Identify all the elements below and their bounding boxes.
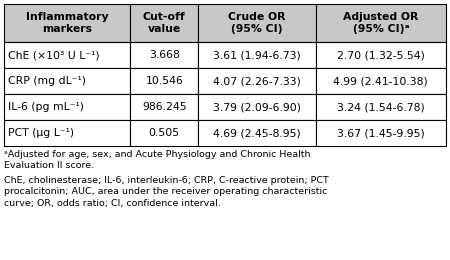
Text: Inflammatory
markers: Inflammatory markers <box>26 12 108 34</box>
Bar <box>315 94 446 120</box>
Text: 0.505: 0.505 <box>148 128 180 138</box>
Bar <box>198 68 315 94</box>
Bar <box>315 68 446 94</box>
Text: 2.70 (1.32-5.54): 2.70 (1.32-5.54) <box>337 50 425 60</box>
Text: 4.69 (2.45-8.95): 4.69 (2.45-8.95) <box>213 128 301 138</box>
Text: CRP (mg dL⁻¹): CRP (mg dL⁻¹) <box>8 76 86 86</box>
Text: IL-6 (pg mL⁻¹): IL-6 (pg mL⁻¹) <box>8 102 84 112</box>
Bar <box>4 68 130 94</box>
Text: 3.668: 3.668 <box>149 50 180 60</box>
Text: PCT (μg L⁻¹): PCT (μg L⁻¹) <box>8 128 74 138</box>
Text: 3.61 (1.94-6.73): 3.61 (1.94-6.73) <box>213 50 301 60</box>
Text: ChE (×10³ U L⁻¹): ChE (×10³ U L⁻¹) <box>8 50 99 60</box>
Text: ᵃAdjusted for age, sex, and Acute Physiology and Chronic Health
Evaluation II sc: ᵃAdjusted for age, sex, and Acute Physio… <box>4 150 310 171</box>
Bar <box>130 42 198 68</box>
Bar <box>4 94 130 120</box>
Bar <box>315 42 446 68</box>
Bar <box>315 4 446 42</box>
Bar <box>198 120 315 146</box>
Bar <box>130 68 198 94</box>
Text: ChE, cholinesterase; IL-6, interleukin-6; CRP, C-reactive protein; PCT
procalcit: ChE, cholinesterase; IL-6, interleukin-6… <box>4 176 329 208</box>
Bar <box>130 4 198 42</box>
Text: Cut-off
value: Cut-off value <box>143 12 185 34</box>
Bar <box>315 120 446 146</box>
Text: 3.24 (1.54-6.78): 3.24 (1.54-6.78) <box>337 102 425 112</box>
Text: 4.07 (2.26-7.33): 4.07 (2.26-7.33) <box>213 76 301 86</box>
Text: 3.79 (2.09-6.90): 3.79 (2.09-6.90) <box>213 102 301 112</box>
Text: Crude OR
(95% CI): Crude OR (95% CI) <box>228 12 286 34</box>
Text: 986.245: 986.245 <box>142 102 187 112</box>
Text: 10.546: 10.546 <box>145 76 183 86</box>
Bar <box>198 4 315 42</box>
Text: 4.99 (2.41-10.38): 4.99 (2.41-10.38) <box>333 76 428 86</box>
Bar <box>198 42 315 68</box>
Bar <box>130 94 198 120</box>
Bar <box>130 120 198 146</box>
Bar <box>198 94 315 120</box>
Bar <box>4 4 130 42</box>
Text: Adjusted OR
(95% CI)ᵃ: Adjusted OR (95% CI)ᵃ <box>343 12 418 34</box>
Text: 3.67 (1.45-9.95): 3.67 (1.45-9.95) <box>337 128 425 138</box>
Bar <box>4 120 130 146</box>
Bar <box>4 42 130 68</box>
